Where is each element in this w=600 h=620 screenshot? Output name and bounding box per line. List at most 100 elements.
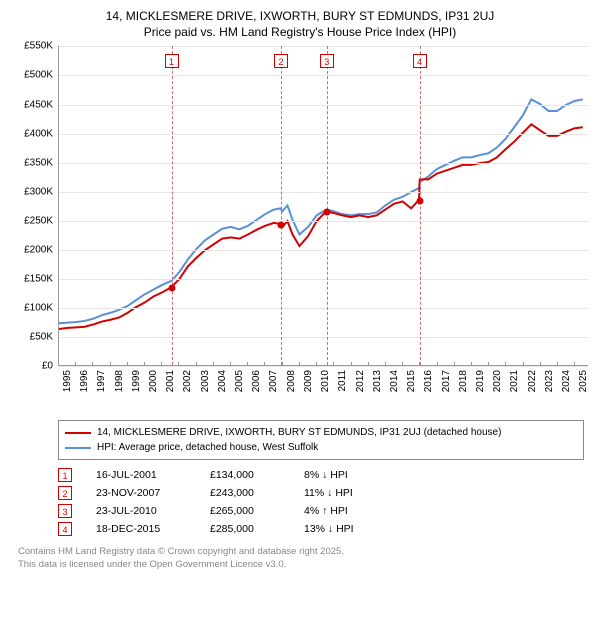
transaction-price: £134,000 — [210, 469, 280, 481]
x-tick-label: 2017 — [441, 370, 452, 392]
x-tick-label: 1997 — [96, 370, 107, 392]
x-tick-label: 2025 — [578, 370, 589, 392]
marker-badge: 4 — [413, 54, 427, 68]
transaction-dot — [323, 209, 330, 216]
legend-label: HPI: Average price, detached house, West… — [97, 440, 318, 455]
y-tick-label: £350K — [24, 157, 53, 168]
y-tick-label: £400K — [24, 128, 53, 139]
x-tick-label: 2019 — [475, 370, 486, 392]
x-tick-label: 1999 — [131, 370, 142, 392]
x-tick-label: 2002 — [182, 370, 193, 392]
gridline-h — [59, 163, 588, 164]
title-line2: Price paid vs. HM Land Registry's House … — [10, 24, 590, 40]
x-tick-label: 2015 — [406, 370, 417, 392]
x-tick-label: 2021 — [509, 370, 520, 392]
y-tick-label: £500K — [24, 70, 53, 81]
x-tick-label: 2016 — [423, 370, 434, 392]
transaction-date: 23-NOV-2007 — [96, 487, 186, 499]
legend-swatch — [65, 432, 91, 434]
legend-swatch — [65, 447, 91, 449]
y-tick-label: £550K — [24, 41, 53, 52]
marker-badge: 1 — [165, 54, 179, 68]
x-tick-label: 2014 — [389, 370, 400, 392]
x-tick-label: 2008 — [286, 370, 297, 392]
line-svg — [59, 46, 588, 365]
transaction-badge: 4 — [58, 522, 72, 536]
transaction-row: 1 16-JUL-2001 £134,000 8% ↓ HPI — [58, 466, 590, 484]
legend-row: 14, MICKLESMERE DRIVE, IXWORTH, BURY ST … — [65, 425, 577, 440]
plot-area: 1 2 3 4 — [58, 46, 588, 366]
x-tick-label: 2001 — [165, 370, 176, 392]
x-tick-label: 2020 — [492, 370, 503, 392]
transaction-row: 323-JUL-2010£265,0004% ↑ HPI — [58, 502, 590, 520]
legend-label: 14, MICKLESMERE DRIVE, IXWORTH, BURY ST … — [97, 425, 501, 440]
marker-badge: 2 — [274, 54, 288, 68]
x-tick-label: 2024 — [561, 370, 572, 392]
legend-row: HPI: Average price, detached house, West… — [65, 440, 577, 455]
gridline-h — [59, 75, 588, 76]
transaction-dashline — [327, 46, 328, 365]
transaction-price: £285,000 — [210, 523, 280, 535]
x-axis-labels: 1995 1996 1997 1998 1999 2000 2001 2002 2003 2004… — [58, 366, 588, 416]
x-tick-label: 2009 — [303, 370, 314, 392]
transaction-dashline — [172, 46, 173, 365]
x-tick-label: 2012 — [355, 370, 366, 392]
transaction-dot — [416, 197, 423, 204]
x-tick-label: 2023 — [544, 370, 555, 392]
transaction-row: 2 23-NOV-2007 £243,000 11% ↓ HPI — [58, 484, 590, 502]
gridline-h — [59, 192, 588, 193]
y-tick-label: £150K — [24, 274, 53, 285]
gridline-h — [59, 308, 588, 309]
y-tick-label: £0 — [42, 361, 53, 372]
transaction-badge: 3 — [58, 504, 72, 518]
transaction-row: 4 18-DEC-2015 £285,000 13% ↓ HPI — [58, 520, 590, 538]
gridline-h — [59, 221, 588, 222]
transaction-diff: 11% ↓ HPI — [304, 487, 394, 499]
x-tick-label: 2022 — [527, 370, 538, 392]
marker-badge: 3 — [320, 54, 334, 68]
x-tick-label: 2004 — [217, 370, 228, 392]
transaction-date: 16-JUL-2001 — [96, 469, 186, 481]
gridline-h — [59, 337, 588, 338]
gridline-h — [59, 134, 588, 135]
chart-area: £0 £50K £100K £150K £200K £250K £300K £350K £400… — [10, 46, 590, 416]
x-tick-label: 1996 — [79, 370, 90, 392]
y-tick-label: £250K — [24, 215, 53, 226]
x-tick-label: 2013 — [372, 370, 383, 392]
x-tick-label: 2010 — [320, 370, 331, 392]
footer-line2: This data is licensed under the Open Gov… — [18, 559, 582, 571]
transaction-dashline — [420, 46, 421, 365]
footer: Contains HM Land Registry data © Crown c… — [18, 546, 582, 571]
y-tick-label: £100K — [24, 303, 53, 314]
transaction-date: 18-DEC-2015 — [96, 523, 186, 535]
gridline-h — [59, 46, 588, 47]
x-tick-label: 2000 — [148, 370, 159, 392]
footer-line1: Contains HM Land Registry data © Crown c… — [18, 546, 582, 558]
legend: 14, MICKLESMERE DRIVE, IXWORTH, BURY ST … — [58, 420, 584, 460]
x-tick-label: 2011 — [337, 370, 348, 392]
transaction-diff: 13% ↓ HPI — [304, 523, 394, 535]
transaction-diff: 4% ↑ HPI — [304, 505, 394, 517]
y-tick-label: £450K — [24, 99, 53, 110]
transaction-diff: 8% ↓ HPI — [304, 469, 394, 481]
x-tick-label: 2007 — [268, 370, 279, 392]
gridline-h — [59, 279, 588, 280]
transaction-dot — [168, 285, 175, 292]
transaction-badge: 1 — [58, 468, 72, 482]
x-tick-label: 2018 — [458, 370, 469, 392]
transaction-table: 1 16-JUL-2001 £134,000 8% ↓ HPI 2 23-NOV-2007… — [58, 466, 590, 538]
transaction-dashline — [281, 46, 282, 365]
x-tick-label: 2003 — [200, 370, 211, 392]
x-tick-label: 1995 — [62, 370, 73, 392]
transaction-badge: 2 — [58, 486, 72, 500]
gridline-h — [59, 105, 588, 106]
y-tick-label: £200K — [24, 245, 53, 256]
y-tick-label: £300K — [24, 186, 53, 197]
y-tick-label: £50K — [30, 332, 53, 343]
gridline-h — [59, 250, 588, 251]
chart-container: 14, MICKLESMERE DRIVE, IXWORTH, BURY ST … — [0, 0, 600, 577]
transaction-price: £265,000 — [210, 505, 280, 517]
transaction-price: £243,000 — [210, 487, 280, 499]
x-tick-label: 2006 — [251, 370, 262, 392]
x-tick-label: 1998 — [114, 370, 125, 392]
